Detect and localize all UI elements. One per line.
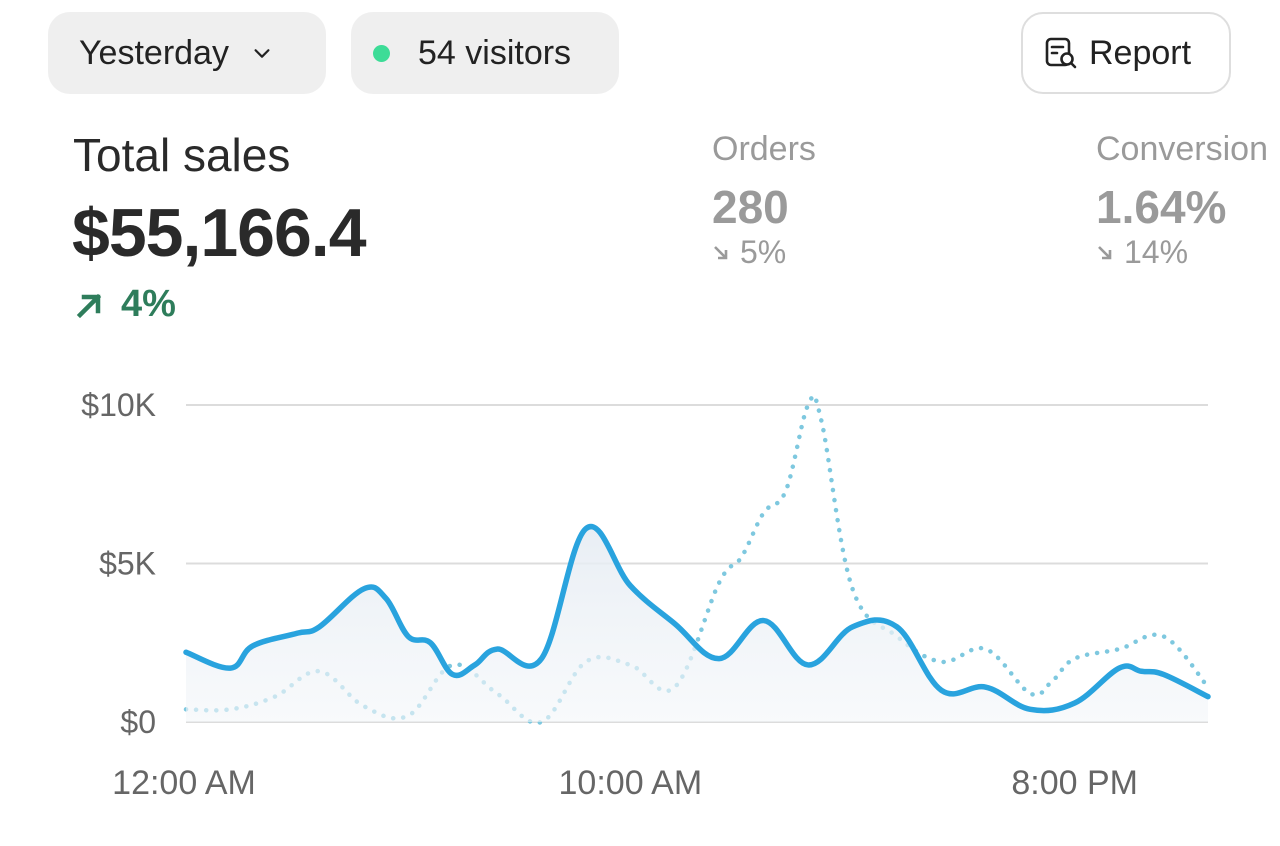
y-tick-label: $0 <box>120 704 156 740</box>
date-range-dropdown[interactable]: Yesterday <box>48 12 326 94</box>
orders-change: 5% <box>712 234 786 271</box>
x-tick-label: 12:00 AM <box>112 764 256 802</box>
orders-label: Orders <box>712 130 816 168</box>
y-tick-label: $5K <box>99 546 156 582</box>
visitors-count: 54 visitors <box>418 33 572 72</box>
report-icon <box>1045 37 1077 69</box>
report-label: Report <box>1089 33 1192 72</box>
arrow-down-right-icon <box>1098 245 1112 259</box>
x-tick-label: 10:00 AM <box>559 764 703 802</box>
arrow-up-right-icon <box>76 293 102 318</box>
arrow-down-right-icon <box>714 245 728 259</box>
sales-series-line <box>183 523 1211 714</box>
orders-change-value: 5% <box>740 234 787 270</box>
report-button[interactable]: Report <box>1021 12 1231 94</box>
y-tick-label: $10K <box>81 387 156 423</box>
orders-value: 280 <box>712 181 789 233</box>
chevron-down-icon <box>254 49 270 58</box>
total-sales-change-value: 4% <box>121 283 176 325</box>
date-range-label: Yesterday <box>79 33 229 72</box>
live-visitors-button[interactable]: 54 visitors <box>351 12 619 94</box>
total-sales-label: Total sales <box>73 129 291 181</box>
sales-area-fill <box>186 526 1208 722</box>
conversion-change: 14% <box>1096 234 1188 271</box>
conversion-change-value: 14% <box>1124 234 1189 270</box>
total-sales-change: 4% <box>73 283 176 326</box>
conversion-value: 1.64% <box>1096 181 1227 233</box>
conversion-label: Conversion <box>1096 130 1268 168</box>
total-sales-value: $55,166.4 <box>72 195 367 271</box>
x-tick-label: 8:00 PM <box>1011 764 1138 802</box>
live-status-dot <box>373 44 390 62</box>
sales-line-chart: $10K $5K $0 12:00 AM 10:00 AM 8:00 PM <box>81 387 1211 802</box>
